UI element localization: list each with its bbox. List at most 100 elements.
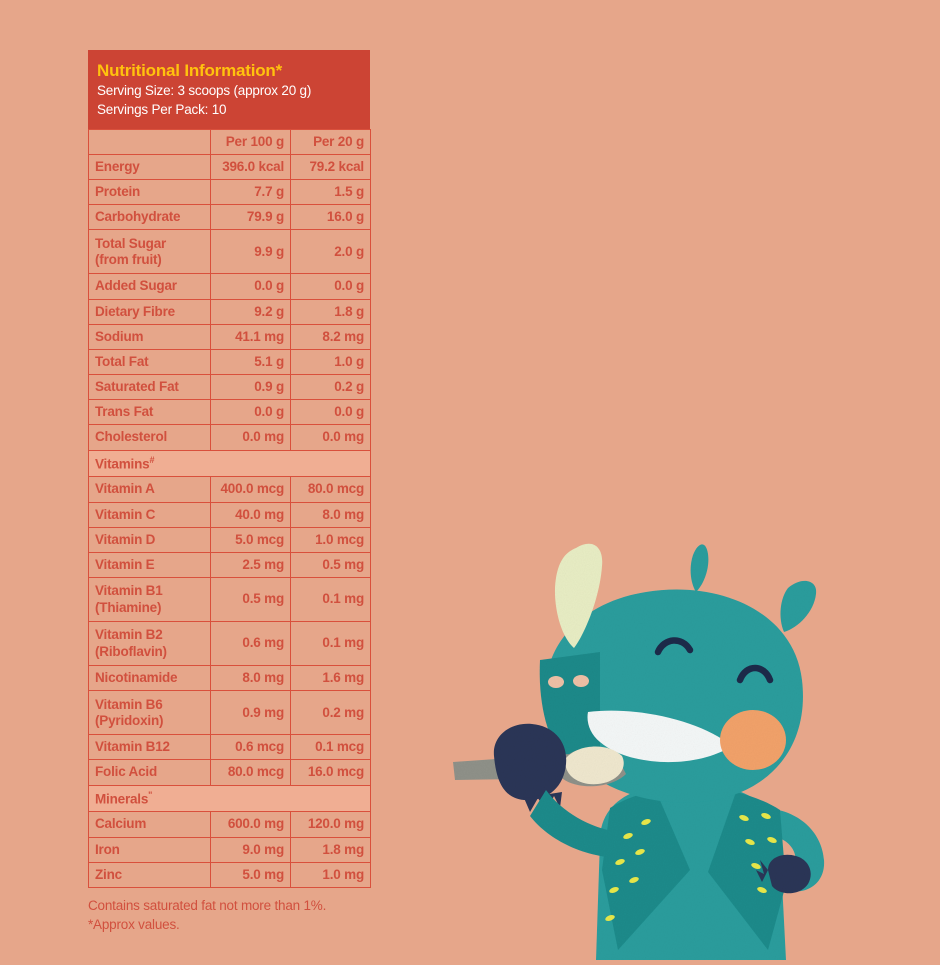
nutrient-value-per-20g: 0.2 g [290, 374, 371, 401]
section-marker: " [148, 789, 153, 800]
nutrient-name: Vitamin B2 (Riboflavin) [88, 621, 211, 667]
nutrient-value-per-100g: 600.0 mg [210, 811, 291, 838]
nutrient-name: Protein [88, 178, 211, 206]
nutrient-name: Nicotinamide [88, 665, 211, 692]
nutrient-value-per-100g: 400.0 mcg [210, 476, 291, 503]
nutrient-name: Saturated Fat [88, 374, 211, 401]
rhino-illustration [450, 540, 940, 960]
nutrition-table-body: Per 100 g Per 20 g Energy 396.0 kcal 79.2 kc… [88, 128, 371, 888]
nutrient-name: Dietary Fibre [88, 298, 211, 325]
table-column-header-row: Per 100 g Per 20 g [88, 128, 371, 155]
rhino-hand-right [768, 854, 811, 894]
rhino-nostril-left [548, 676, 564, 688]
nutrient-value-per-100g: 0.6 mg [210, 621, 291, 667]
nutrient-value-per-20g: 0.1 mcg [290, 734, 371, 761]
nutrition-table: Per 100 g Per 20 g Energy 396.0 kcal 79.2 kc… [88, 128, 371, 888]
nutrient-value-per-20g: 8.0 mg [290, 501, 371, 528]
nutrient-name: Folic Acid [88, 759, 211, 786]
porridge [565, 746, 624, 785]
table-row: Protein 7.7 g 1.5 g [88, 178, 371, 206]
rhino-left-arm [530, 790, 630, 859]
nutrient-value-per-20g: 0.5 mg [290, 551, 371, 579]
table-row: Calcium 600.0 mg 120.0 mg [88, 811, 371, 838]
nutrient-value-per-100g: 40.0 mg [210, 501, 291, 528]
nutrient-name: Energy [88, 153, 211, 180]
nutrient-value-per-20g: 1.8 mg [290, 836, 371, 863]
nutrient-value-per-20g: 120.0 mg [290, 811, 371, 838]
nutrient-name: Zinc [88, 861, 211, 888]
nutrient-value-per-100g: 0.5 mg [210, 577, 291, 623]
page-title: Nutritional Information* [97, 61, 283, 80]
nutrient-name: Vitamin B12 [88, 734, 211, 761]
nutrient-value-per-100g: 396.0 kcal [210, 153, 291, 180]
table-row: Nicotinamide 8.0 mg 1.6 mg [88, 665, 371, 692]
nutrient-value-per-20g: 0.1 mg [290, 621, 371, 667]
nutrient-value-per-20g: 1.0 mg [290, 861, 371, 888]
section-label: Minerals" [88, 784, 371, 813]
table-row: Dietary Fibre 9.2 g 1.8 g [88, 298, 371, 325]
table-row: Vitamin A 400.0 mcg 80.0 mcg [88, 476, 371, 503]
nutrient-value-per-20g: 0.0 g [290, 399, 371, 426]
table-row: Folic Acid 80.0 mcg 16.0 mcg [88, 759, 371, 786]
rhino-hand-right-fingers [756, 860, 768, 882]
nutrient-value-per-20g: 8.2 mg [290, 323, 371, 350]
nutrient-name: Added Sugar [88, 273, 211, 300]
nutrient-name: Cholesterol [88, 424, 211, 451]
nutrient-value-per-100g: 0.6 mcg [210, 734, 291, 761]
table-row: Iron 9.0 mg 1.8 mg [88, 836, 371, 863]
column-header-blank [88, 128, 211, 155]
table-row: Cholesterol 0.0 mg 0.0 mg [88, 424, 371, 451]
nutrient-value-per-20g: 0.0 g [290, 273, 371, 300]
nutrient-value-per-20g: 1.0 g [290, 348, 371, 376]
panel-header: Nutritional Information* Serving Size: 3… [88, 50, 370, 129]
nutrient-value-per-20g: 80.0 mcg [290, 476, 371, 503]
nutrient-value-per-100g: 79.9 g [210, 204, 291, 231]
table-row: Energy 396.0 kcal 79.2 kcal [88, 153, 371, 180]
nutrient-name: Calcium [88, 811, 211, 838]
nutrient-name: Total Sugar (from fruit) [88, 229, 211, 275]
nutrient-name: Vitamin B6 (Pyridoxin) [88, 690, 211, 736]
rhino-vest-right [708, 792, 786, 950]
rhino-eye-right [736, 664, 774, 684]
nutrient-name: Trans Fat [88, 399, 211, 426]
servings-per-pack-text: Servings Per Pack: 10 [97, 102, 227, 118]
nutrient-value-per-20g: 0.1 mg [290, 577, 371, 623]
nutrient-name: Carbohydrate [88, 204, 211, 231]
nutrient-name: Iron [88, 836, 211, 863]
nutrient-name: Vitamin D [88, 526, 211, 553]
nutrient-value-per-100g: 9.0 mg [210, 836, 291, 863]
table-row: Added Sugar 0.0 g 0.0 g [88, 273, 371, 300]
table-row: Carbohydrate 79.9 g 16.0 g [88, 204, 371, 231]
nutrient-value-per-100g: 8.0 mg [210, 665, 291, 692]
table-row: Vitamin B1 (Thiamine) 0.5 mg 0.1 mg [88, 577, 371, 623]
rhino-eye-left [654, 637, 694, 656]
table-row: Vitamin B6 (Pyridoxin) 0.9 mg 0.2 mg [88, 690, 371, 736]
rhino-cheek [720, 710, 786, 770]
nutrient-value-per-100g: 41.1 mg [210, 323, 291, 350]
table-row: Vitamin B12 0.6 mcg 0.1 mcg [88, 734, 371, 761]
rhino-nostril-right [573, 675, 589, 687]
nutrient-value-per-100g: 9.9 g [210, 229, 291, 275]
table-row: Zinc 5.0 mg 1.0 mg [88, 861, 371, 888]
nutrient-value-per-100g: 0.9 g [210, 374, 291, 401]
nutrient-value-per-20g: 0.2 mg [290, 690, 371, 736]
footer-line-2: *Approx values. [88, 916, 180, 932]
nutrient-value-per-100g: 5.0 mg [210, 861, 291, 888]
nutrient-name: Vitamin C [88, 501, 211, 528]
table-row: Trans Fat 0.0 g 0.0 g [88, 399, 371, 426]
table-section-row: Vitamins# [88, 449, 371, 478]
nutrient-name: Total Fat [88, 348, 211, 376]
rhino-vest-left [602, 791, 690, 950]
footer-line-1: Contains saturated fat not more than 1%. [88, 897, 327, 913]
nutrition-panel: Nutritional Information* Serving Size: 3… [88, 50, 371, 935]
rhino-ear-right [780, 580, 817, 632]
nutrient-value-per-20g: 16.0 mcg [290, 759, 371, 786]
nutrient-value-per-20g: 1.6 mg [290, 665, 371, 692]
nutrient-value-per-20g: 1.5 g [290, 178, 371, 206]
panel-footer: Contains saturated fat not more than 1%.… [88, 897, 370, 935]
column-header-2: Per 20 g [290, 128, 371, 155]
nutrient-value-per-20g: 79.2 kcal [290, 153, 371, 180]
table-row: Vitamin C 40.0 mg 8.0 mg [88, 501, 371, 528]
nutrient-value-per-100g: 0.0 g [210, 273, 291, 300]
nutrient-value-per-100g: 0.0 g [210, 399, 291, 426]
